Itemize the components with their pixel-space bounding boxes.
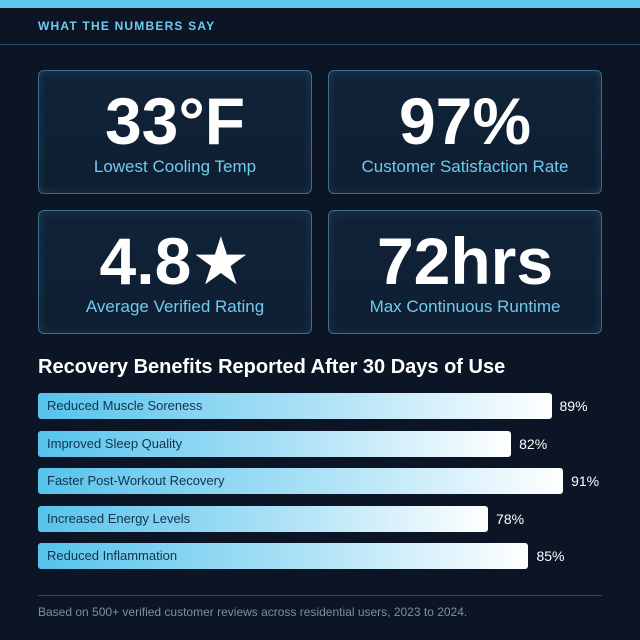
bar-row: Reduced Muscle Soreness 89% [38, 393, 640, 419]
bar-value-label: 85% [536, 548, 565, 564]
stat-label: Max Continuous Runtime [369, 297, 561, 316]
footer-divider [38, 595, 602, 596]
stat-card-cooling-temp: 33°F Lowest Cooling Temp [38, 70, 312, 194]
bar-value-label: 91% [571, 473, 600, 489]
footnote: Based on 500+ verified customer reviews … [38, 605, 468, 619]
stat-value: 72hrs [376, 224, 554, 298]
bar: Faster Post-Workout Recovery [38, 468, 564, 494]
bar-value-label: 89% [559, 398, 588, 414]
stat-value: 97% [398, 84, 532, 158]
top-accent-bar [0, 0, 640, 8]
chart-title: Recovery Benefits Reported After 30 Days… [38, 356, 506, 378]
bar-category-label: Increased Energy Levels [47, 510, 191, 526]
bar-row: Reduced Inflammation 85% [38, 543, 640, 569]
stat-label: Customer Satisfaction Rate [361, 157, 569, 176]
bar-value-label: 82% [519, 435, 548, 452]
bar: Improved Sleep Quality [38, 430, 512, 457]
bar-row: Increased Energy Levels 78% [38, 505, 640, 532]
bar-row: Faster Post-Workout Recovery 91% [38, 468, 640, 494]
bar-category-label: Reduced Inflammation [47, 548, 178, 563]
stat-card-runtime: 72hrs Max Continuous Runtime [328, 210, 602, 334]
bar-value-label: 78% [496, 510, 525, 527]
stat-card-satisfaction: 97% Customer Satisfaction Rate [328, 70, 602, 194]
bar-category-label: Improved Sleep Quality [47, 435, 183, 451]
stat-value: 33°F [104, 84, 246, 158]
stat-card-rating: 4.8★ Average Verified Rating [38, 210, 312, 334]
bar: Reduced Muscle Soreness [38, 393, 552, 419]
bar: Reduced Inflammation [38, 543, 529, 569]
bar-category-label: Reduced Muscle Soreness [47, 398, 203, 413]
header-divider [0, 44, 640, 45]
bar: Increased Energy Levels [38, 505, 489, 532]
section-label: WHAT THE NUMBERS SAY [38, 19, 216, 33]
bar-category-label: Faster Post-Workout Recovery [47, 473, 225, 488]
bar-row: Improved Sleep Quality 82% [38, 430, 640, 457]
stat-value: 4.8★ [99, 224, 251, 298]
stat-label: Lowest Cooling Temp [93, 157, 257, 176]
stat-label: Average Verified Rating [85, 297, 265, 316]
